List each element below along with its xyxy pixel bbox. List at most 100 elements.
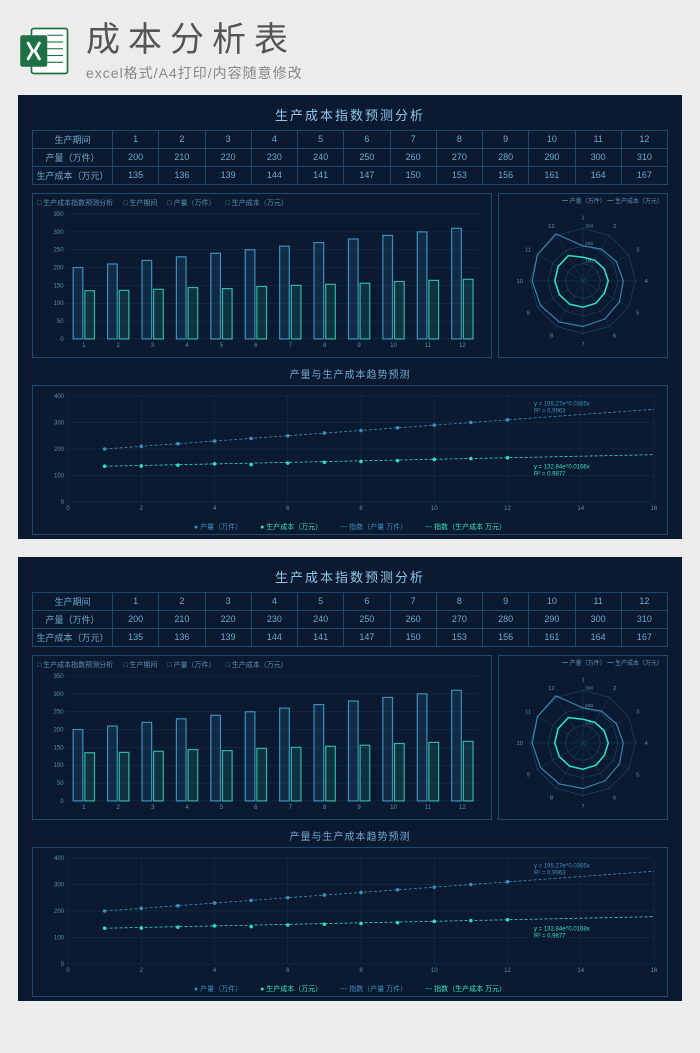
row-label: 生产成本（万元） (33, 628, 113, 646)
svg-text:12: 12 (504, 968, 511, 974)
svg-text:y = 195.27e^0.0385x: y = 195.27e^0.0385x (534, 401, 590, 407)
table-cell: 5 (298, 592, 344, 610)
table-cell: 220 (205, 148, 251, 166)
legend-item: 指数（产量 万件） (340, 984, 407, 994)
svg-text:50: 50 (57, 319, 64, 325)
svg-text:2: 2 (117, 805, 121, 811)
svg-text:y = 132.84e^0.0168x: y = 132.84e^0.0168x (534, 464, 590, 470)
svg-text:3: 3 (151, 805, 155, 811)
svg-text:4: 4 (645, 741, 649, 747)
svg-text:8: 8 (550, 795, 554, 801)
svg-text:9: 9 (527, 310, 530, 316)
table-cell: 5 (298, 130, 344, 148)
row-label: 产量（万件） (33, 148, 113, 166)
table-cell: 6 (344, 592, 390, 610)
svg-text:11: 11 (425, 343, 432, 349)
table-cell: 10 (529, 130, 575, 148)
svg-text:16: 16 (651, 506, 658, 512)
svg-text:400: 400 (54, 856, 65, 862)
svg-text:300: 300 (54, 420, 65, 426)
svg-text:8: 8 (359, 506, 363, 512)
svg-text:6: 6 (254, 343, 258, 349)
table-cell: 161 (529, 166, 575, 184)
svg-text:5: 5 (220, 343, 224, 349)
legend-item: 生产成本（万元） (260, 522, 322, 532)
table-cell: 2 (159, 592, 205, 610)
svg-text:R² = 0.9963: R² = 0.9963 (534, 870, 566, 876)
svg-text:3: 3 (636, 709, 640, 715)
radar-chart: ━ 产量（万件） ━ 生产成本（万元）100200300123456789101… (498, 655, 668, 820)
table-cell: 310 (621, 148, 667, 166)
svg-text:2: 2 (117, 343, 121, 349)
svg-text:9: 9 (357, 805, 361, 811)
table-cell: 250 (344, 148, 390, 166)
excel-icon (18, 24, 72, 78)
svg-text:250: 250 (54, 710, 65, 716)
svg-text:6: 6 (254, 805, 258, 811)
table-cell: 147 (344, 628, 390, 646)
svg-text:1: 1 (581, 215, 584, 221)
svg-text:9: 9 (357, 343, 361, 349)
svg-text:5: 5 (220, 805, 224, 811)
table-cell: 230 (251, 610, 297, 628)
table-cell: 135 (113, 166, 159, 184)
svg-text:150: 150 (54, 283, 65, 289)
svg-text:6: 6 (613, 795, 617, 801)
table-cell: 8 (436, 130, 482, 148)
svg-text:4: 4 (213, 968, 217, 974)
svg-text:y = 195.27e^0.0385x: y = 195.27e^0.0385x (534, 863, 590, 869)
svg-text:10: 10 (390, 805, 397, 811)
svg-text:0: 0 (61, 962, 65, 968)
svg-text:9: 9 (527, 772, 530, 778)
svg-text:y = 132.84e^0.0168x: y = 132.84e^0.0168x (534, 926, 590, 932)
table-cell: 3 (205, 592, 251, 610)
svg-text:0: 0 (61, 500, 65, 506)
trend-chart: 01002003004000246810121416y = 195.27e^0.… (32, 385, 668, 535)
svg-text:150: 150 (54, 745, 65, 751)
svg-text:3: 3 (151, 343, 155, 349)
svg-text:12: 12 (548, 224, 555, 230)
legend-item: 生产成本（万元） (226, 660, 288, 670)
svg-text:8: 8 (550, 333, 554, 339)
table-cell: 8 (436, 592, 482, 610)
svg-text:3: 3 (636, 247, 640, 253)
svg-text:1: 1 (82, 805, 86, 811)
svg-text:R² = 0.9877: R² = 0.9877 (534, 471, 566, 477)
svg-text:11: 11 (525, 247, 531, 253)
legend-item: ━ 产量（万件） (562, 661, 606, 667)
svg-text:10: 10 (516, 279, 523, 285)
dashboard-title: 生产成本指数预测分析 (32, 567, 668, 586)
svg-text:5: 5 (636, 772, 640, 778)
page-subtitle: excel格式/A4打印/内容随意修改 (86, 63, 682, 83)
svg-text:300: 300 (54, 230, 65, 236)
table-cell: 144 (251, 628, 297, 646)
table-cell: 7 (390, 592, 436, 610)
row-label: 产量（万件） (33, 610, 113, 628)
legend-item: 生产成本（万元） (226, 198, 288, 208)
trend-chart-title: 产量与生产成本趋势预测 (32, 366, 668, 381)
svg-text:300: 300 (54, 882, 65, 888)
table-cell: 9 (483, 592, 529, 610)
table-cell: 136 (159, 166, 205, 184)
legend-item: 产量（万件） (167, 198, 215, 208)
svg-text:4: 4 (213, 506, 217, 512)
svg-text:R² = 0.9963: R² = 0.9963 (534, 408, 566, 414)
dashboard-2: 生产成本指数预测分析生产期间123456789101112产量（万件）20021… (18, 557, 682, 1001)
svg-text:12: 12 (504, 506, 511, 512)
table-cell: 153 (436, 628, 482, 646)
table-cell: 270 (436, 610, 482, 628)
legend-item: 生产成本指数预测分析 (37, 660, 113, 670)
table-cell: 7 (390, 130, 436, 148)
legend-item: 指数（生产成本 万元） (425, 522, 506, 532)
svg-text:4: 4 (185, 805, 189, 811)
legend-item: ━ 产量（万件） (562, 199, 606, 205)
table-cell: 139 (205, 628, 251, 646)
svg-text:50: 50 (57, 781, 64, 787)
svg-text:5: 5 (636, 310, 640, 316)
table-cell: 164 (575, 628, 621, 646)
table-cell: 135 (113, 628, 159, 646)
table-cell: 280 (483, 148, 529, 166)
table-cell: 240 (298, 610, 344, 628)
svg-text:200: 200 (54, 447, 65, 453)
table-cell: 4 (251, 130, 297, 148)
